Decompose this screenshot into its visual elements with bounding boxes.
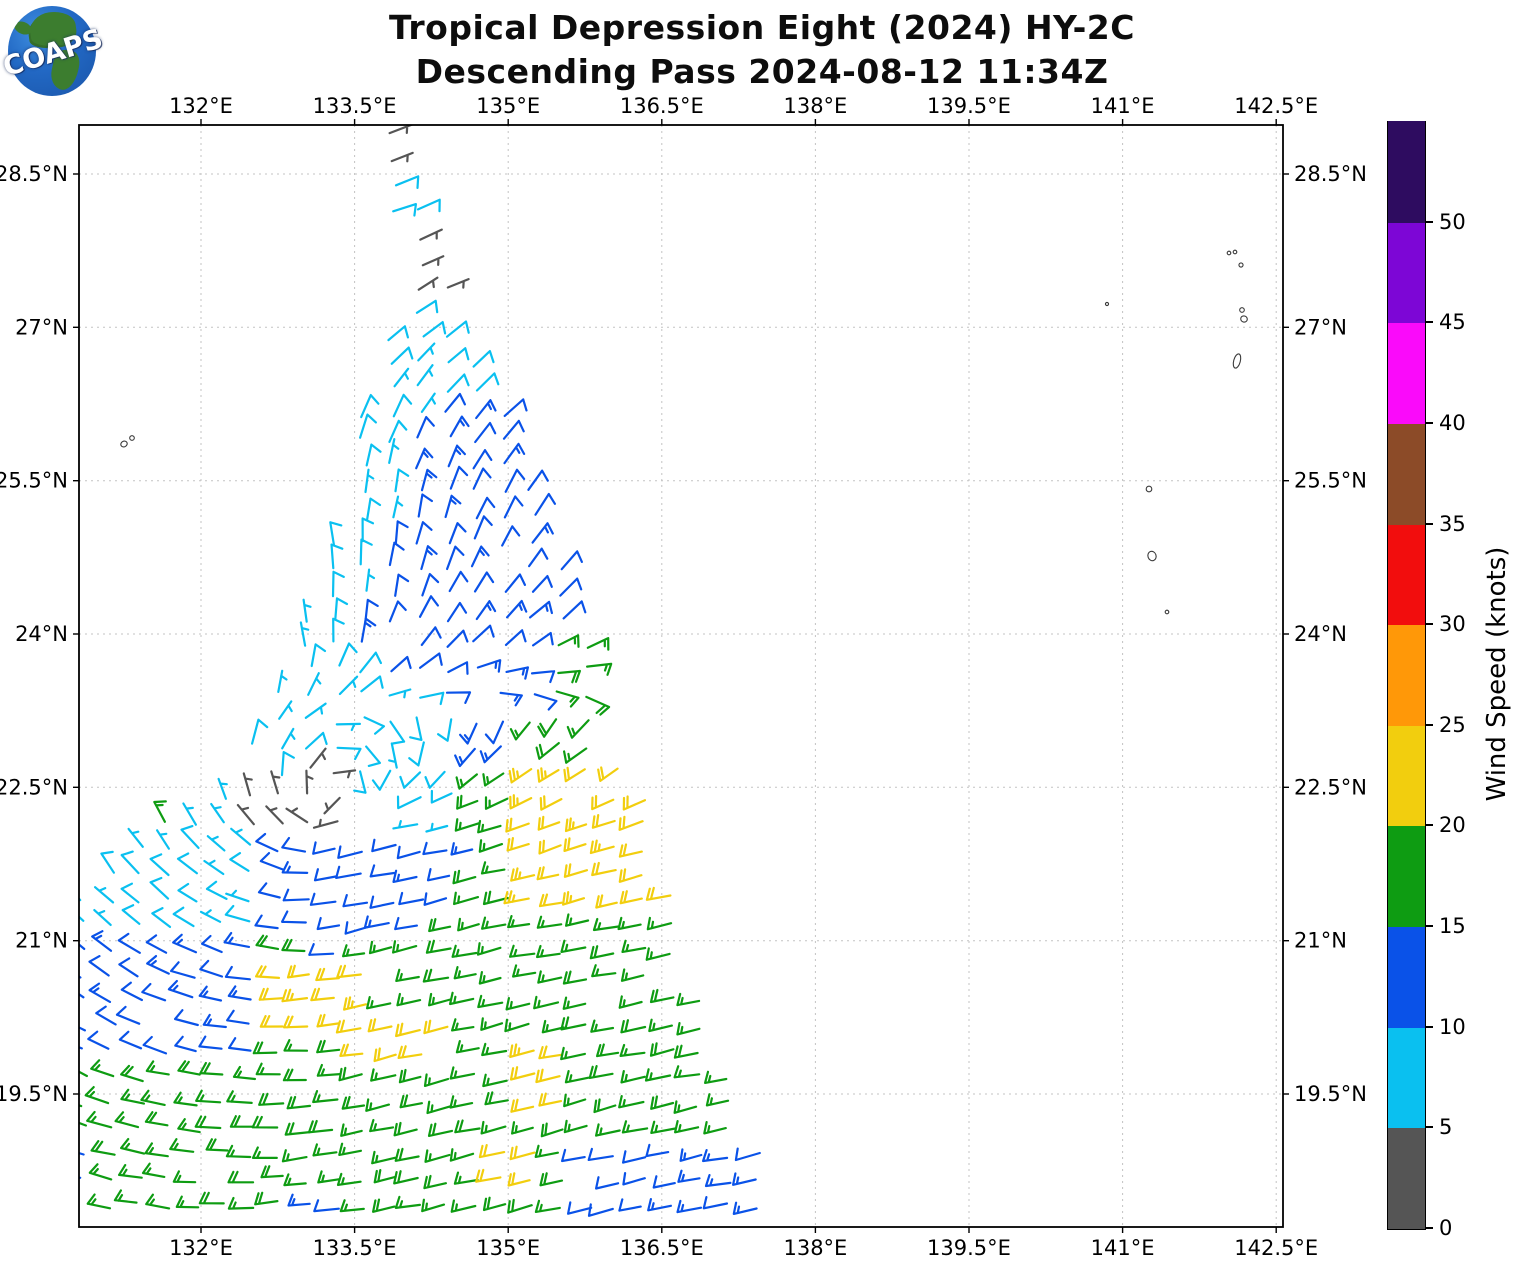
plot-subtitle: Descending Pass 2024-08-12 11:34Z — [415, 52, 1109, 91]
colorbar-tick-label: 10 — [1439, 1014, 1466, 1039]
x-tick-label-bottom: 139.5°E — [927, 1236, 1011, 1260]
colorbar-segment — [1388, 423, 1425, 525]
x-tick-label-bottom: 142.5°E — [1234, 1236, 1318, 1260]
colorbar-tick — [1426, 1025, 1433, 1028]
colorbar-tick — [1426, 824, 1433, 827]
x-tick-label-top: 141°E — [1091, 94, 1155, 118]
colorbar-tick — [1426, 723, 1433, 726]
globe-icon — [8, 6, 96, 96]
gridlines — [79, 125, 1283, 1227]
y-tick-label-right: 25.5°N — [1294, 469, 1367, 493]
colorbar-tick-label: 25 — [1439, 712, 1466, 737]
x-tick-label-top: 136.5°E — [620, 94, 704, 118]
colorbar-tick-label: 30 — [1439, 612, 1466, 637]
x-tick-label-bottom: 132°E — [169, 1236, 233, 1260]
y-tick-label-right: 27°N — [1294, 315, 1347, 339]
colorbar-label: Wind Speed (knots) — [1482, 546, 1512, 802]
x-tick-label-top: 133.5°E — [313, 94, 397, 118]
y-tick-label-left: 25.5°N — [0, 469, 68, 493]
colorbar-segment — [1388, 725, 1425, 827]
map-frame — [78, 124, 1284, 1228]
y-tick-label-left: 21°N — [15, 929, 68, 953]
x-tick-label-top: 138°E — [783, 94, 847, 118]
colorbar-segment — [1388, 825, 1425, 928]
y-tick-label-left: 28.5°N — [0, 162, 68, 186]
x-tick-label-bottom: 141°E — [1091, 1236, 1155, 1260]
coaps-logo: COAPS — [0, 6, 106, 96]
y-tick-label-left: 27°N — [15, 315, 68, 339]
colorbar-tick-label: 45 — [1439, 310, 1466, 335]
colorbar-tick-label: 15 — [1439, 914, 1466, 939]
y-tick-label-right: 28.5°N — [1294, 162, 1367, 186]
colorbar-tick — [1426, 623, 1433, 626]
x-tick-label-bottom: 135°E — [476, 1236, 540, 1260]
colorbar-tick-label: 0 — [1439, 1216, 1453, 1240]
x-tick-label-top: 139.5°E — [927, 94, 1011, 118]
y-tick-label-left: 24°N — [15, 622, 68, 646]
colorbar-tick — [1426, 421, 1433, 424]
y-tick-label-right: 22.5°N — [1294, 775, 1367, 799]
colorbar-tick — [1426, 1227, 1433, 1229]
island-outlines — [120, 249, 1248, 615]
colorbar-tick-label: 35 — [1439, 511, 1466, 536]
y-tick-label-right: 19.5°N — [1294, 1082, 1367, 1106]
colorbar-segment — [1388, 1127, 1425, 1229]
colorbar — [1387, 121, 1426, 1230]
colorbar-tick-label: 40 — [1439, 410, 1466, 435]
colorbar-tick — [1426, 1126, 1433, 1129]
wind-barb-layer — [79, 125, 761, 1217]
axis-ticks — [73, 119, 1289, 1233]
x-tick-label-top: 135°E — [476, 94, 540, 118]
colorbar-segment — [1388, 121, 1425, 223]
x-tick-label-top: 132°E — [169, 94, 233, 118]
y-tick-label-right: 24°N — [1294, 622, 1347, 646]
colorbar-tick-label: 5 — [1439, 1115, 1453, 1140]
x-tick-label-bottom: 138°E — [783, 1236, 847, 1260]
x-tick-label-bottom: 136.5°E — [620, 1236, 704, 1260]
colorbar-segment — [1388, 1027, 1425, 1129]
y-tick-label-right: 21°N — [1294, 929, 1347, 953]
x-tick-label-bottom: 133.5°E — [313, 1236, 397, 1260]
colorbar-segment — [1388, 523, 1425, 626]
y-tick-label-left: 22.5°N — [0, 775, 68, 799]
axis-tick-labels: 132°E 132°E 133.5°E 133.5°E 135°E 135°E 136.5°… — [0, 94, 1367, 1260]
colorbar-tick — [1426, 925, 1433, 928]
colorbar-tick — [1426, 321, 1433, 324]
colorbar-segment — [1388, 222, 1425, 324]
colorbar-segment — [1388, 624, 1425, 726]
colorbar-tick — [1426, 220, 1433, 223]
plot-title: Tropical Depression Eight (2024) HY-2C — [389, 8, 1135, 47]
colorbar-tick — [1426, 522, 1433, 525]
x-tick-label-top: 142.5°E — [1234, 94, 1318, 118]
colorbar-segment — [1388, 926, 1425, 1028]
y-tick-label-left: 19.5°N — [0, 1082, 68, 1106]
colorbar-segment — [1388, 322, 1425, 424]
colorbar-tick-label: 50 — [1439, 209, 1466, 234]
colorbar-tick-label: 20 — [1439, 813, 1466, 838]
